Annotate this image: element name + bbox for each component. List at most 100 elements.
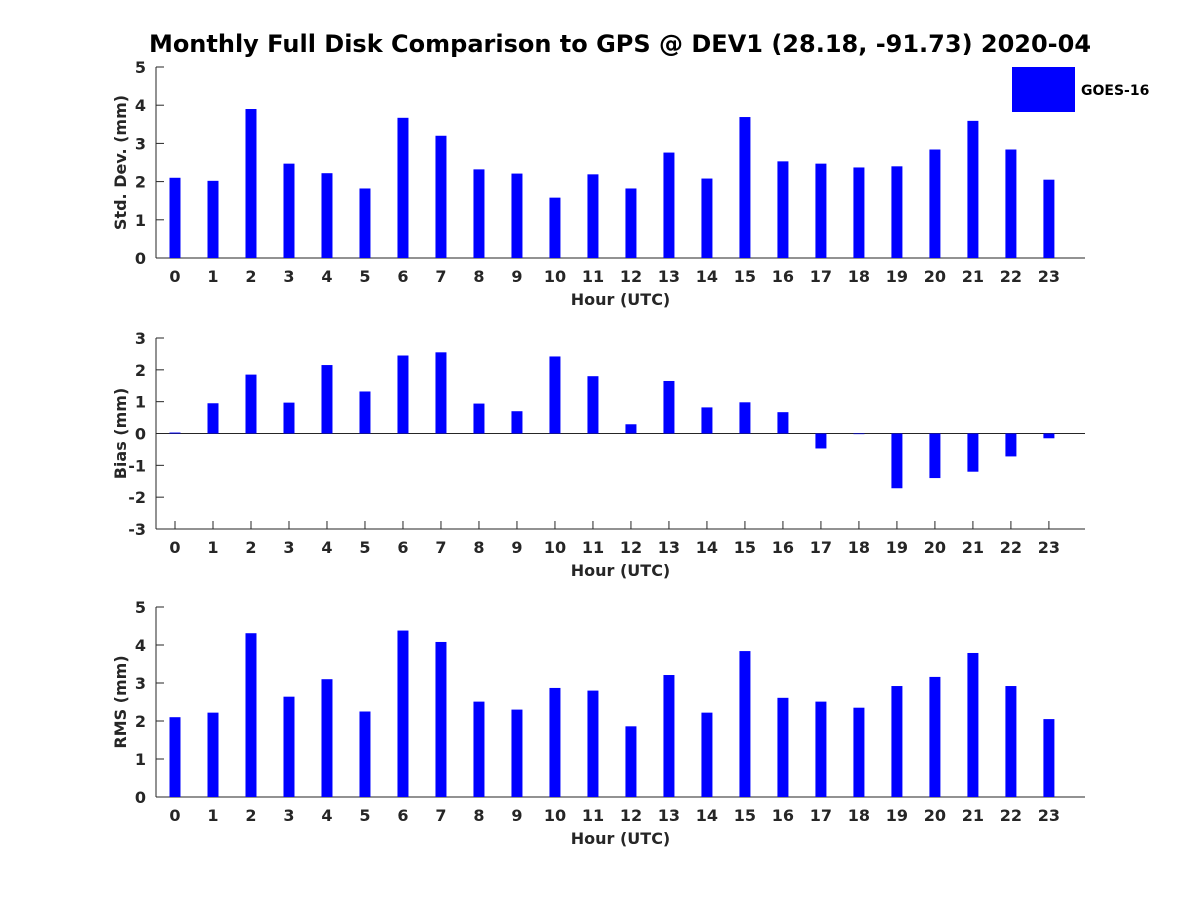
bias-x-tick-label: 8 [473,538,484,557]
stddev-bar-19 [891,166,903,258]
bias-x-tick-label: 11 [582,538,604,557]
rms-x-tick-label: 21 [962,806,984,825]
bias-x-tick-label: 1 [207,538,218,557]
bias-y-tick-label: 0 [135,425,146,444]
stddev-bar-12 [625,188,637,258]
stddev-x-axis-label: Hour (UTC) [571,290,671,309]
bias-bar-0 [169,432,181,434]
rms-x-tick-label: 0 [169,806,180,825]
stddev-bar-18 [853,167,865,258]
stddev-x-tick-label: 22 [1000,267,1022,286]
stddev-x-tick-label: 16 [772,267,794,286]
stddev-x-tick-label: 2 [245,267,256,286]
bias-bar-8 [473,403,485,434]
bias-bar-2 [245,374,257,434]
rms-bar-13 [663,675,675,797]
rms-y-tick-label: 0 [135,788,146,807]
rms-bar-14 [701,712,713,797]
bias-bar-16 [777,412,789,434]
bias-x-tick-label: 0 [169,538,180,557]
rms-x-tick-label: 11 [582,806,604,825]
bias-x-tick-label: 2 [245,538,256,557]
stddev-bar-17 [815,163,827,258]
stddev-bar-21 [967,120,979,258]
stddev-x-tick-label: 5 [359,267,370,286]
rms-x-tick-label: 22 [1000,806,1022,825]
stddev-bar-20 [929,149,941,258]
stddev-x-tick-label: 1 [207,267,218,286]
stddev-y-tick-label: 3 [135,134,146,153]
stddev-bar-23 [1043,179,1055,258]
stddev-y-axis-label: Std. Dev. (mm) [111,95,130,230]
stddev-x-tick-label: 11 [582,267,604,286]
stddev-bar-16 [777,161,789,258]
stddev-x-tick-label: 14 [696,267,718,286]
rms-bar-4 [321,679,333,797]
stddev-x-tick-label: 19 [886,267,908,286]
stddev-x-tick-label: 15 [734,267,756,286]
rms-x-tick-label: 18 [848,806,870,825]
stddev-y-tick-label: 5 [135,58,146,77]
bias-bar-6 [397,355,409,434]
stddev-x-tick-label: 9 [511,267,522,286]
bias-x-tick-label: 10 [544,538,566,557]
bias-bar-18 [853,433,865,435]
stddev-x-tick-label: 13 [658,267,680,286]
stddev-bar-13 [663,152,675,258]
rms-bar-5 [359,711,371,797]
rms-bar-15 [739,651,751,797]
rms-x-tick-label: 7 [435,806,446,825]
bias-bar-5 [359,391,371,434]
bias-bar-14 [701,407,713,434]
bias-x-tick-label: 15 [734,538,756,557]
rms-x-tick-label: 3 [283,806,294,825]
bias-x-tick-label: 22 [1000,538,1022,557]
bias-x-tick-label: 19 [886,538,908,557]
bias-bar-4 [321,365,333,434]
bias-x-tick-label: 3 [283,538,294,557]
stddev-bar-15 [739,117,751,259]
stddev-x-tick-label: 20 [924,267,946,286]
stddev-bar-2 [245,109,257,259]
rms-x-tick-label: 12 [620,806,642,825]
bias-y-tick-label: -1 [128,456,146,475]
rms-x-tick-label: 23 [1038,806,1060,825]
rms-y-tick-label: 2 [135,712,146,731]
stddev-x-tick-label: 17 [810,267,832,286]
legend-label: GOES-16 [1081,83,1149,99]
rms-bar-21 [967,652,979,797]
rms-y-tick-label: 5 [135,598,146,617]
rms-x-tick-label: 20 [924,806,946,825]
bias-bar-3 [283,402,295,434]
bias-bar-9 [511,411,523,434]
stddev-y-tick-label: 1 [135,211,146,230]
bias-bar-22 [1005,433,1017,457]
bias-bar-15 [739,402,751,434]
legend-swatch [1012,67,1075,112]
stddev-y-tick-label: 2 [135,173,146,192]
stddev-bar-0 [169,177,181,258]
bias-x-tick-label: 17 [810,538,832,557]
rms-x-tick-label: 8 [473,806,484,825]
rms-bar-10 [549,687,561,797]
stddev-bar-4 [321,173,333,258]
rms-y-tick-label: 3 [135,674,146,693]
bias-y-tick-label: -2 [128,488,146,507]
bias-y-tick-label: -3 [128,520,146,539]
bias-x-tick-label: 5 [359,538,370,557]
bias-bar-20 [929,433,941,479]
rms-bar-7 [435,641,447,797]
rms-x-tick-label: 2 [245,806,256,825]
stddev-x-tick-label: 10 [544,267,566,286]
rms-bar-20 [929,676,941,797]
stddev-bar-22 [1005,149,1017,258]
bias-x-tick-label: 18 [848,538,870,557]
stddev-bar-9 [511,173,523,258]
rms-bar-6 [397,630,409,797]
bias-x-tick-label: 21 [962,538,984,557]
stddev-bar-3 [283,163,295,258]
rms-bar-11 [587,690,599,797]
rms-bar-22 [1005,686,1017,797]
bias-y-tick-label: 3 [135,329,146,348]
